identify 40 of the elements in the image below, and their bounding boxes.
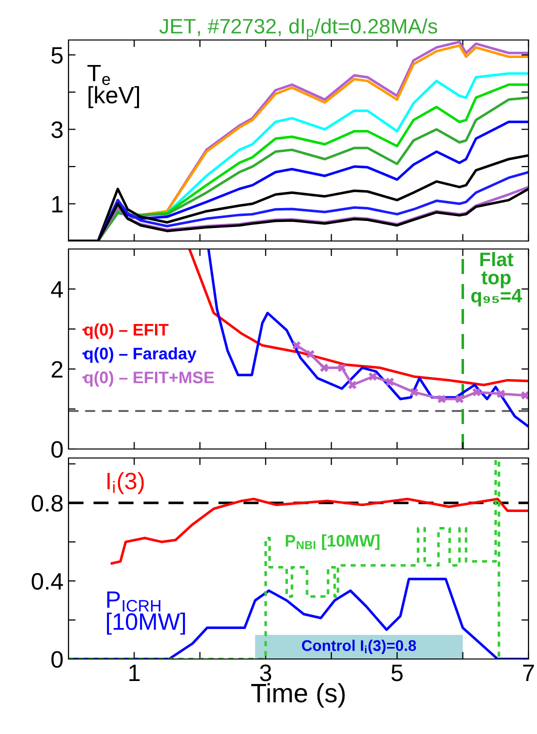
- x-axis-title: Time (s): [251, 683, 345, 708]
- series-label: P$_{ICRH}$ [10MW]: [106, 591, 185, 635]
- y-tick-label: 0.8: [32, 494, 63, 512]
- y-axis-title: T$_{e}$ [keV]: [87, 64, 140, 108]
- line-series: [166, 72, 528, 214]
- y-tick-label: 5: [51, 47, 63, 64]
- y-tick-label: 0: [51, 651, 63, 668]
- line-series: [68, 458, 500, 659]
- point: [292, 341, 301, 350]
- point: [306, 350, 314, 358]
- chart-title: JET, #72732, dI$_{p}$/dt=0.28MA/s: [159, 18, 438, 40]
- point: [455, 394, 464, 404]
- point: [320, 364, 328, 372]
- legend-label: q(0) – EFIT: [84, 323, 169, 339]
- point: [386, 378, 394, 386]
- y-tick-label: 0: [51, 441, 63, 458]
- line-series: [110, 498, 528, 565]
- legend-label: q(0) – EFIT+MSE: [84, 371, 214, 387]
- point: [338, 364, 346, 372]
- x-tick-label: 1: [129, 664, 140, 681]
- point: [410, 388, 418, 396]
- y-tick-label: 0.4: [32, 573, 63, 590]
- y-tick-label: 4: [51, 281, 63, 298]
- x-tick-label: 7: [523, 664, 534, 681]
- y-tick-label: 2: [52, 361, 62, 378]
- x-tick-label: 5: [391, 664, 403, 682]
- point: [368, 372, 377, 381]
- y-tick-label: 1: [52, 196, 62, 212]
- annotation: Flat top q₉₅=4: [471, 252, 522, 306]
- point: [438, 394, 446, 404]
- series-label: I$_{i}$(3): [107, 472, 144, 494]
- point: [521, 391, 528, 400]
- band-label: Control I$_{i}$(3)=0.8: [302, 640, 416, 654]
- point: [472, 388, 481, 396]
- point: [348, 380, 357, 390]
- y-tick-label: 3: [51, 121, 63, 138]
- legend-label: q(0) – Faraday: [84, 347, 196, 363]
- series-label: P$_{NBI}$ [10MW]: [286, 534, 380, 550]
- x-tick-label: 3: [260, 664, 272, 682]
- point: [496, 390, 506, 398]
